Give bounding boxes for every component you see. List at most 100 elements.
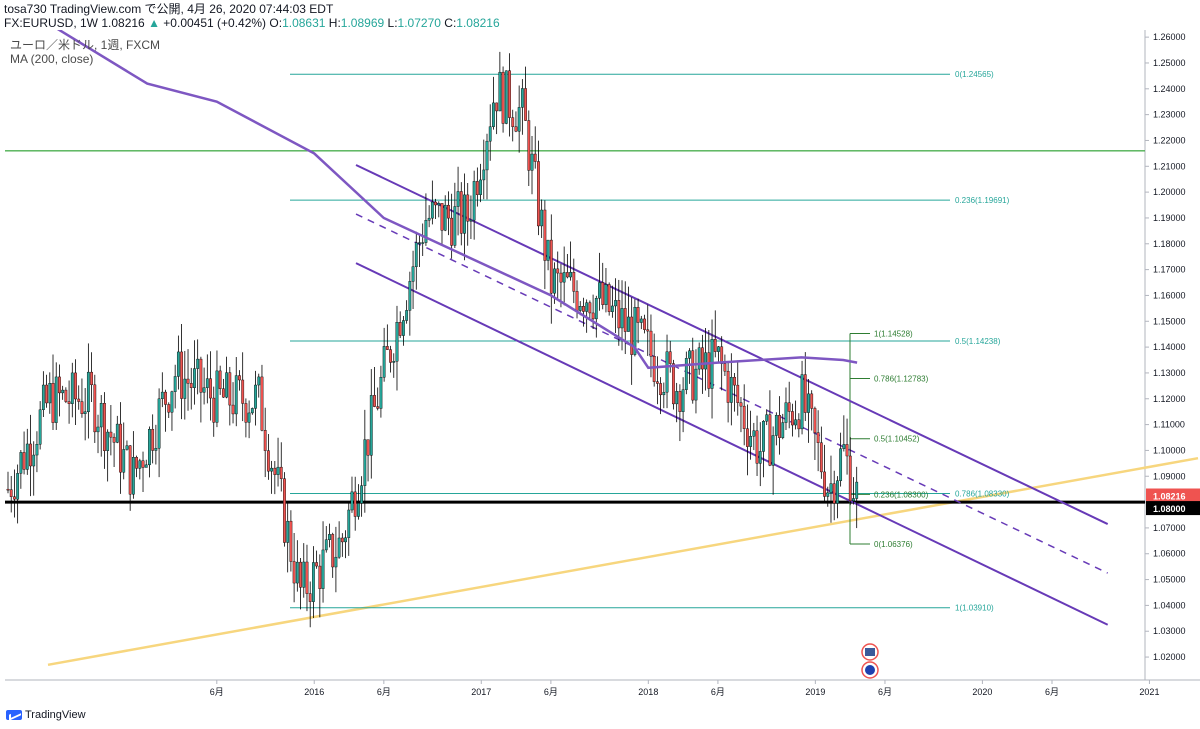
candle[interactable] [691, 350, 695, 401]
candle[interactable] [250, 408, 254, 414]
candle[interactable] [726, 370, 730, 403]
candle[interactable] [598, 282, 601, 299]
candle[interactable] [427, 217, 431, 221]
candle[interactable] [22, 452, 26, 470]
candle[interactable] [292, 561, 296, 584]
candle[interactable] [537, 161, 540, 227]
candle[interactable] [421, 242, 425, 244]
candle[interactable] [131, 457, 135, 495]
candle[interactable] [681, 389, 685, 412]
candle[interactable] [594, 298, 598, 320]
candle[interactable] [582, 306, 585, 312]
candle[interactable] [819, 442, 823, 473]
candle[interactable] [684, 358, 688, 390]
candle[interactable] [112, 436, 116, 443]
candle[interactable] [234, 375, 238, 415]
candle[interactable] [672, 363, 675, 405]
candle[interactable] [742, 405, 746, 429]
candle[interactable] [344, 537, 347, 543]
candle[interactable] [459, 191, 463, 234]
candle[interactable] [704, 352, 708, 370]
candle[interactable] [498, 71, 502, 112]
candle[interactable] [418, 242, 421, 244]
candle[interactable] [733, 376, 736, 386]
candle[interactable] [90, 371, 93, 386]
candle[interactable] [244, 403, 248, 423]
candle[interactable] [41, 384, 45, 411]
candle[interactable] [443, 204, 447, 231]
candle[interactable] [675, 391, 679, 405]
candle[interactable] [312, 562, 315, 602]
candle[interactable] [64, 389, 68, 402]
candle[interactable] [61, 389, 65, 394]
candle[interactable] [414, 242, 418, 267]
candle[interactable] [524, 88, 527, 121]
candle[interactable] [578, 306, 582, 311]
candle[interactable] [469, 219, 473, 222]
candle[interactable] [373, 395, 376, 407]
candle[interactable] [848, 455, 852, 502]
candle[interactable] [279, 466, 283, 479]
candle[interactable] [562, 272, 566, 283]
candle[interactable] [199, 358, 203, 393]
candle[interactable] [829, 483, 833, 493]
candle[interactable] [160, 391, 164, 400]
candle[interactable] [511, 117, 515, 127]
channel-line[interactable] [355, 164, 1109, 525]
candle[interactable] [601, 282, 605, 305]
candle[interactable] [122, 449, 126, 473]
candle[interactable] [38, 409, 42, 445]
candle[interactable] [328, 534, 331, 540]
candle[interactable] [238, 375, 241, 381]
candle[interactable] [148, 428, 151, 466]
candle[interactable] [247, 412, 251, 423]
candle[interactable] [553, 268, 556, 294]
candle[interactable] [405, 310, 409, 321]
candle[interactable] [485, 140, 489, 171]
candle[interactable] [745, 428, 749, 447]
candle[interactable] [86, 371, 90, 413]
candle[interactable] [157, 398, 161, 449]
candle[interactable] [665, 351, 669, 393]
candle[interactable] [80, 401, 84, 414]
candle[interactable] [762, 420, 765, 452]
candle[interactable] [289, 520, 293, 562]
candle[interactable] [836, 480, 839, 504]
candle[interactable] [852, 498, 855, 502]
candle[interactable] [501, 71, 505, 124]
candle[interactable] [807, 393, 810, 413]
candle[interactable] [556, 268, 560, 274]
candle[interactable] [119, 423, 122, 473]
candle[interactable] [450, 217, 454, 246]
candle[interactable] [569, 272, 572, 278]
candle[interactable] [286, 520, 290, 543]
candle[interactable] [697, 347, 701, 370]
candle[interactable] [263, 430, 267, 451]
candle[interactable] [389, 349, 392, 363]
candle[interactable] [193, 368, 196, 388]
candle[interactable] [337, 537, 341, 558]
candle[interactable] [58, 376, 61, 394]
candle[interactable] [655, 381, 659, 384]
candle[interactable] [408, 281, 412, 311]
candle[interactable] [694, 368, 698, 401]
candle[interactable] [77, 398, 81, 402]
candle[interactable] [752, 430, 756, 437]
candle[interactable] [93, 384, 97, 433]
candle[interactable] [103, 403, 106, 451]
candle[interactable] [797, 419, 801, 430]
candle[interactable] [13, 496, 16, 500]
candle[interactable] [832, 483, 836, 504]
candle[interactable] [376, 406, 380, 409]
candle[interactable] [218, 370, 222, 389]
candle[interactable] [357, 503, 360, 517]
candle[interactable] [791, 411, 794, 426]
candle[interactable] [115, 423, 119, 443]
candle[interactable] [430, 201, 434, 219]
candle[interactable] [189, 383, 193, 388]
candle[interactable] [331, 534, 335, 568]
candle[interactable] [225, 372, 229, 398]
candle[interactable] [755, 430, 759, 464]
candle[interactable] [617, 300, 621, 329]
candle[interactable] [668, 351, 672, 364]
